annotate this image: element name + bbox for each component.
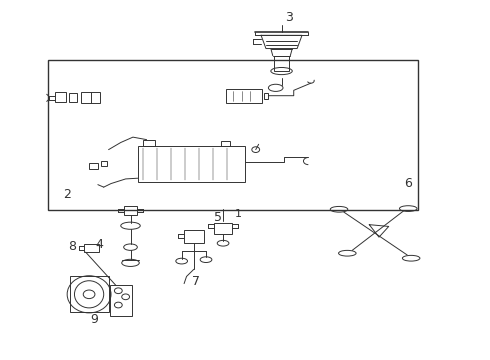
Text: 4: 4 [95, 238, 103, 251]
Bar [55, 92, 66, 102]
Bar [101, 161, 107, 166]
Text: 9: 9 [90, 313, 98, 326]
Bar [110, 285, 132, 316]
Bar [138, 146, 245, 182]
Bar [70, 276, 109, 312]
Text: 7: 7 [192, 275, 200, 288]
Text: 8: 8 [68, 240, 76, 253]
Bar [123, 206, 137, 215]
Bar [143, 140, 155, 146]
Text: 3: 3 [285, 11, 293, 24]
Bar [225, 89, 262, 103]
Text: 5: 5 [214, 211, 222, 224]
Text: 6: 6 [404, 177, 412, 190]
Bar [220, 141, 230, 146]
Bar [214, 223, 232, 234]
Bar [274, 56, 289, 71]
Text: 2: 2 [63, 188, 71, 201]
Bar [81, 92, 100, 103]
Bar [48, 60, 418, 210]
Bar [69, 93, 77, 102]
Bar [184, 230, 203, 243]
Text: 1: 1 [235, 209, 242, 219]
Bar [89, 163, 98, 169]
Bar [264, 93, 269, 99]
Bar [84, 244, 99, 252]
